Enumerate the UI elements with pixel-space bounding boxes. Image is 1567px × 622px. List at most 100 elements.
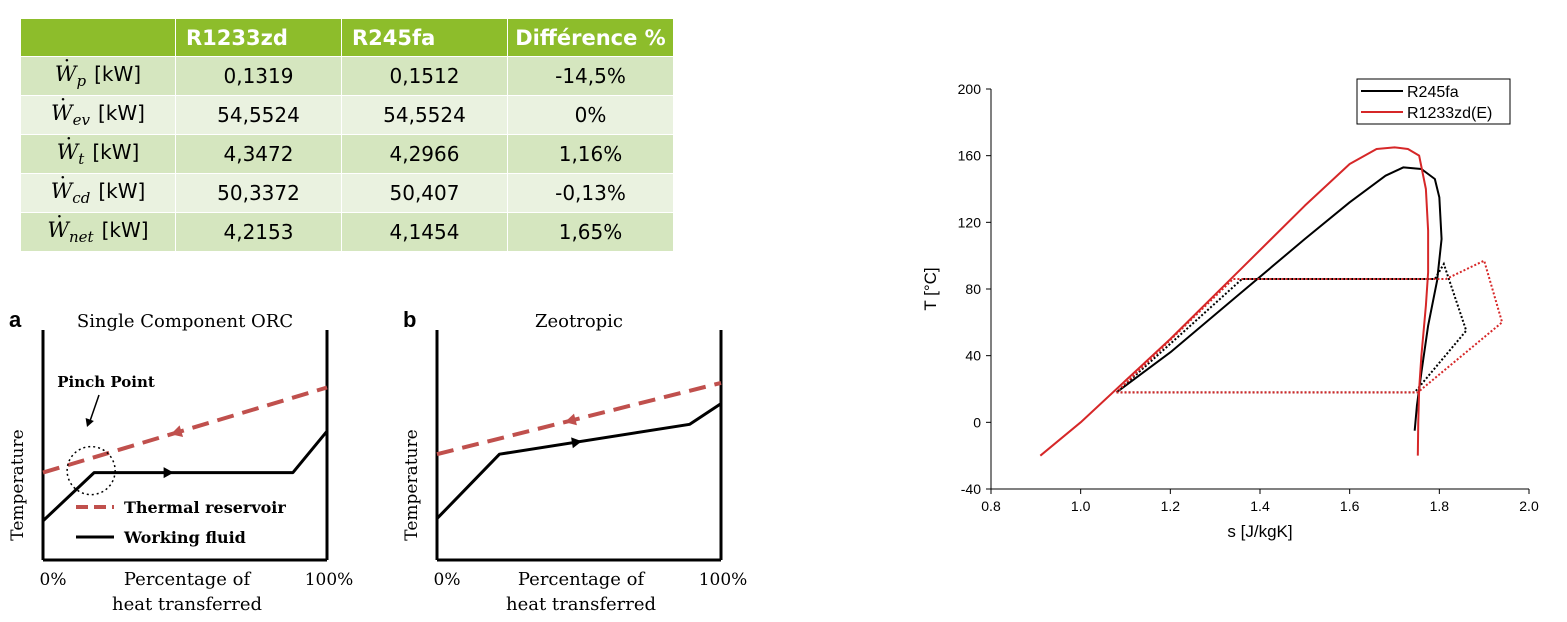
row-label-cell: Wcd [kW] (20, 173, 176, 213)
row-label-cell: Wev [kW] (20, 95, 176, 135)
symbol-letter: W (51, 101, 73, 125)
value-r1233zd: 0,1319 (175, 56, 342, 96)
ts-x-axis-label: s [J/kgK] (1227, 522, 1292, 541)
ts-legend-label: R1233zd(E) (1407, 105, 1492, 122)
row-label-cell: Wp [kW] (20, 56, 176, 96)
row-label-cell: Wnet [kW] (20, 212, 176, 252)
ts-x-tick-label: 1.2 (1161, 498, 1181, 514)
unit-label: [kW] (98, 178, 146, 203)
symbol-letter: W (57, 140, 79, 164)
reservoir-direction-arrow (564, 413, 577, 426)
panel-letter: a (9, 307, 22, 332)
x-axis-label-line1: Percentage of (124, 569, 252, 590)
r1233zd-cycle (1115, 259, 1504, 394)
symbol-letter: W (51, 179, 73, 203)
working-fluid-direction-arrow (571, 437, 582, 449)
symbol-subscript: t (78, 150, 85, 169)
power-symbol: Wev (51, 101, 90, 129)
x-tick-label: 0% (434, 570, 461, 590)
y-axis-label: Temperature (402, 429, 422, 540)
value-r245fa: 0,1512 (341, 56, 508, 96)
x-tick-label: 0% (40, 570, 67, 590)
symbol-subscript: cd (72, 189, 91, 208)
symbol-letter: W (47, 218, 69, 242)
row-label-cell: Wt [kW] (20, 134, 176, 174)
value-r1233zd: 54,5524 (175, 95, 342, 135)
power-symbol: Wp (55, 62, 86, 90)
header-cell-r1233zd: R1233zd (175, 18, 342, 57)
reservoir-direction-arrow (170, 425, 184, 437)
x-tick-label: 100% (699, 570, 748, 590)
header-cell-empty (20, 18, 176, 57)
value-r245fa: 4,1454 (341, 212, 508, 252)
ts-y-tick-label: 80 (965, 281, 981, 297)
ts-x-tick-label: 2.0 (1519, 498, 1539, 514)
thermal-reservoir-line (42, 385, 328, 475)
value-difference: -0,13% (507, 173, 674, 213)
ts-y-tick-label: 200 (958, 81, 982, 97)
panel-letter: b (403, 307, 416, 332)
ts-y-axis-label: T [°C] (921, 267, 940, 310)
results-table: R1233zd R245fa Différence % Wp [kW] 0,1319… (20, 18, 674, 252)
unit-label: [kW] (97, 100, 145, 125)
value-difference: 1,65% (507, 212, 674, 252)
unit-label: [kW] (101, 217, 149, 242)
ts-y-tick-label: 120 (958, 214, 982, 230)
panel-title: Zeotropic (535, 311, 623, 332)
power-symbol: Wt (57, 140, 85, 168)
value-r245fa: 54,5524 (341, 95, 508, 135)
symbol-subscript: ev (72, 111, 90, 130)
ts-legend-box (1356, 78, 1511, 125)
x-tick-label: 100% (305, 570, 354, 590)
header-cell-difference: Différence % (507, 18, 674, 57)
value-r245fa: 4,2966 (341, 134, 508, 174)
ts-y-tick-label: 160 (958, 148, 982, 164)
ts-legend-label: R245fa (1407, 84, 1459, 101)
pinch-point-pointer (89, 394, 100, 422)
ts-y-tick-label: -40 (961, 481, 981, 497)
legend-label-working-fluid: Working fluid (123, 528, 246, 547)
x-axis-label-line1: Percentage of (518, 569, 646, 590)
unit-label: [kW] (94, 61, 142, 86)
ts-y-tick-label: 40 (965, 348, 981, 364)
table-header-row: R1233zd R245fa Différence % (20, 18, 674, 57)
value-difference: 0% (507, 95, 674, 135)
value-r1233zd: 4,3472 (175, 134, 342, 174)
panel-title: Single Component ORC (77, 311, 293, 332)
header-cell-r245fa: R245fa (341, 18, 508, 57)
power-symbol: Wnet (47, 218, 93, 246)
legend-label-reservoir: Thermal reservoir (124, 498, 286, 517)
x-axis-label-line2: heat transferred (112, 594, 262, 615)
symbol-subscript: net (69, 228, 94, 247)
pinch-point-label: Pinch Point (57, 373, 155, 391)
value-r245fa: 50,407 (341, 173, 508, 213)
working-fluid-direction-arrow (163, 467, 174, 479)
unit-label: [kW] (92, 139, 140, 164)
working-fluid-line (435, 402, 722, 520)
power-symbol: Wcd (51, 179, 91, 207)
pinch-point-arrow-head (85, 417, 94, 427)
symbol-subscript: p (76, 72, 87, 91)
working-fluid-line (41, 430, 329, 522)
value-difference: -14,5% (507, 56, 674, 96)
value-difference: 1,16% (507, 134, 674, 174)
ts-x-tick-label: 1.6 (1340, 498, 1360, 514)
x-axis-label-line2: heat transferred (506, 594, 656, 615)
pinch-point-circle (66, 445, 116, 496)
ts-x-tick-label: 1.4 (1250, 498, 1270, 514)
ts-x-tick-label: 1.0 (1071, 498, 1091, 514)
r1233zd-saturation-curve (1039, 146, 1430, 457)
symbol-letter: W (55, 62, 77, 86)
value-r1233zd: 50,3372 (175, 173, 342, 213)
r245fa-cycle (1115, 261, 1468, 394)
value-r1233zd: 4,2153 (175, 212, 342, 252)
thermal-reservoir-line (436, 380, 722, 457)
ts-x-tick-label: 1.8 (1430, 498, 1450, 514)
ts-y-tick-label: 0 (973, 414, 981, 430)
ts-x-tick-label: 0.8 (981, 498, 1001, 514)
